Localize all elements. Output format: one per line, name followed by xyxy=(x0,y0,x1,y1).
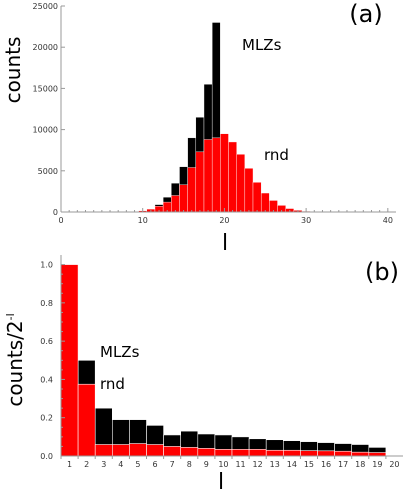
chart-b-bar-rnd xyxy=(351,451,370,457)
chart-b-y-axis-label-base: counts/2 xyxy=(3,320,27,406)
chart-b-x-tick-label: 14 xyxy=(287,460,297,469)
chart-a-x-tick-label: 10 xyxy=(138,216,148,225)
chart-a-bar-rnd xyxy=(236,154,246,213)
chart-a-y-tick-label: 0 xyxy=(53,208,58,217)
chart-b-y-tick-label: 0.0 xyxy=(40,452,53,461)
chart-b-annotation-mlzs: MLZs xyxy=(100,343,140,361)
chart-a-bar-rnd xyxy=(195,151,205,213)
chart-b-y-axis-label: counts/2-l xyxy=(3,313,27,406)
chart-b-bar-rnd xyxy=(300,450,318,457)
chart-b-x-tick-label: 7 xyxy=(170,460,175,469)
chart-a-bar-rnd xyxy=(203,139,213,213)
chart-a-y-tick-label: 25000 xyxy=(33,2,58,11)
chart-b-bar-rnd xyxy=(112,444,130,457)
chart-a-x-tick-label: 30 xyxy=(301,216,311,225)
chart-a-bar-rnd xyxy=(260,192,270,213)
chart-b-bar-rnd xyxy=(197,448,216,457)
chart-a-bar-rnd xyxy=(228,141,237,213)
chart-b-x-tick-label: 3 xyxy=(101,460,106,469)
chart-a-annotation-mlzs: MLZs xyxy=(242,36,282,54)
chart-b-y-tick-label: 1.0 xyxy=(40,261,53,270)
chart-b-x-tick-label: 9 xyxy=(204,460,209,469)
chart-b-bar-rnd xyxy=(282,449,301,457)
chart-b-bar-rnd xyxy=(231,448,250,457)
chart-b-y-tick-label: 0.8 xyxy=(40,299,53,308)
chart-b-annotation-rnd: rnd xyxy=(100,375,125,393)
chart-a-bar-rnd xyxy=(187,167,197,213)
chart-a-bar-rnd xyxy=(252,182,262,213)
chart-a: (a) counts l MLZs rnd 050001000015000200… xyxy=(1,0,396,256)
chart-b: (b) counts/2-l l MLZs rnd 0.0 0.2 0.4 0.6 0.… xyxy=(3,255,403,492)
chart-a-x-tick-label: 0 xyxy=(58,216,63,225)
chart-b-bar-rnd xyxy=(317,450,335,457)
chart-b-bar-rnd xyxy=(163,446,182,457)
chart-a-bar-rnd xyxy=(244,168,254,213)
chart-b-x-tick-label: 4 xyxy=(118,460,123,469)
chart-b-x-tick-label: 13 xyxy=(270,460,280,469)
chart-b-y-tick-label: 0.6 xyxy=(40,337,53,346)
chart-a-bar-rnd xyxy=(179,184,188,213)
chart-b-x-tick-label: 11 xyxy=(235,460,245,469)
chart-b-x-tick-label: 19 xyxy=(372,460,382,469)
chart-a-bars xyxy=(113,22,311,213)
chart-b-x-axis-label: l xyxy=(218,470,224,492)
chart-a-y-axis-label: counts xyxy=(1,37,25,104)
chart-b-panel-label: (b) xyxy=(365,258,399,286)
chart-b-x-tick-label: 1 xyxy=(67,460,72,469)
chart-b-x-tick-label: 6 xyxy=(153,460,158,469)
chart-b-x-tick-label: 17 xyxy=(338,460,348,469)
chart-b-y-tick-label: 0.4 xyxy=(40,375,53,384)
chart-a-axes: 0 5000 10000 15000 20000 25000 0 10 20 30 40 xyxy=(33,2,396,225)
chart-a-bar-rnd xyxy=(211,137,221,213)
chart-b-x-tick-label: 5 xyxy=(135,460,140,469)
chart-b-x-tick-label: 15 xyxy=(304,460,314,469)
chart-b-bar-rnd xyxy=(129,443,147,457)
chart-b-x-tick-label: 20 xyxy=(389,460,399,469)
chart-b-x-tick-label: 8 xyxy=(187,460,192,469)
chart-a-annotation-rnd: rnd xyxy=(264,146,289,164)
chart-b-bar-rnd xyxy=(214,448,233,457)
chart-b-y-tick-label: 0.2 xyxy=(40,414,53,423)
chart-a-bar-rnd xyxy=(220,133,229,213)
chart-a-bar-rnd xyxy=(171,195,180,213)
chart-b-bar-rnd xyxy=(248,448,267,457)
chart-b-bar-rnd xyxy=(265,449,284,457)
chart-b-axes: 0.00.20.40.60.81.01 2 3 4 5 6 7 8 9 10 11 12 13 14 15 1… xyxy=(40,255,403,469)
chart-b-x-tick-label: 10 xyxy=(218,460,228,469)
chart-b-x-tick-label: 16 xyxy=(321,460,331,469)
chart-b-bar-rnd xyxy=(60,264,79,457)
chart-b-bar-rnd xyxy=(94,444,113,457)
chart-a-y-tick-label: 15000 xyxy=(33,84,58,93)
chart-a-x-tick-label: 20 xyxy=(219,216,229,225)
chart-b-bar-rnd xyxy=(334,450,353,457)
chart-b-y-axis-label-sup: -l xyxy=(4,313,17,320)
chart-a-y-tick-label: 10000 xyxy=(33,126,58,135)
chart-a-x-axis-label: l xyxy=(222,231,228,256)
chart-a-x-tick-label: 40 xyxy=(383,216,393,225)
chart-b-x-tick-label: 2 xyxy=(84,460,89,469)
chart-b-bar-rnd xyxy=(368,452,387,457)
chart-a-y-tick-label: 5000 xyxy=(38,167,58,176)
chart-b-x-tick-label: 12 xyxy=(253,460,263,469)
chart-b-bars xyxy=(60,264,387,457)
chart-b-x-tick-label: 18 xyxy=(355,460,365,469)
chart-b-bar-rnd xyxy=(180,447,199,457)
chart-a-panel-label: (a) xyxy=(349,0,382,28)
chart-b-bar-rnd xyxy=(146,444,164,457)
chart-b-bar-rnd xyxy=(77,383,96,457)
chart-a-y-tick-label: 20000 xyxy=(33,43,58,52)
